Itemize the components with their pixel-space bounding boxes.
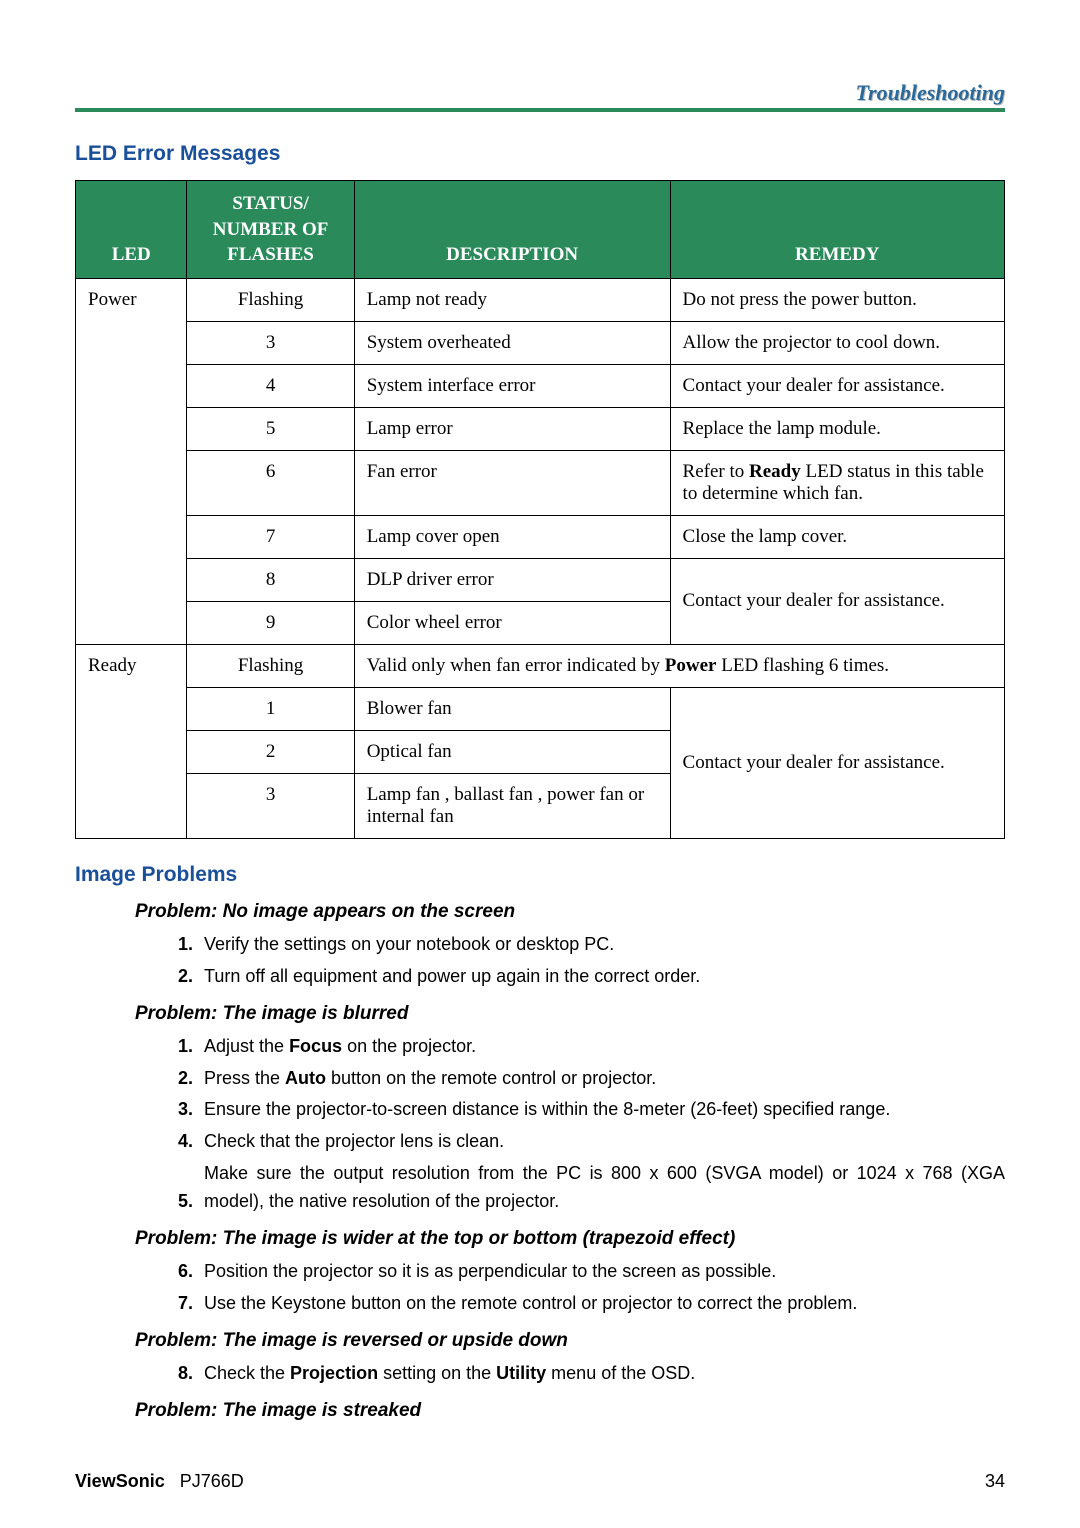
problem-heading: Problem: The image is reversed or upside… [135,1330,1005,1352]
header-title: Troubleshooting [855,80,1005,105]
cell-ready-label: Ready [76,644,187,838]
cell-power-label: Power [76,278,187,644]
cell-remedy: Do not press the power button. [670,278,1004,321]
header-bar: Troubleshooting [75,80,1005,112]
cell-desc: Color wheel error [354,601,670,644]
problem-heading: Problem: The image is blurred [135,1003,1005,1025]
list-item: Check that the projector lens is clean. [198,1128,1005,1156]
cell-remedy: Allow the projector to cool down. [670,321,1004,364]
steps-list: Check the Projection setting on the Util… [170,1360,1005,1388]
problem-heading: Problem: The image is wider at the top o… [135,1228,1005,1250]
footer-model: PJ766D [180,1471,244,1491]
cell-status: 1 [187,687,354,730]
cell-desc: Lamp cover open [354,515,670,558]
footer-brand: ViewSonic [75,1471,165,1491]
list-item: Use the Keystone button on the remote co… [198,1290,1005,1318]
steps-list: Position the projector so it is as perpe… [170,1258,1005,1318]
cell-status: 6 [187,450,354,515]
steps-list: Verify the settings on your notebook or … [170,931,1005,991]
problem-heading: Problem: The image is streaked [135,1400,1005,1422]
table-row: 7 Lamp cover open Close the lamp cover. [76,515,1005,558]
cell-remedy: Replace the lamp module. [670,407,1004,450]
th-led: LED [76,181,187,279]
list-item: Adjust the Focus on the projector. [198,1033,1005,1061]
th-status: STATUS/ NUMBER OF FLASHES [187,181,354,279]
list-item: Make sure the output resolution from the… [198,1160,1005,1216]
list-item: Ensure the projector-to-screen distance … [198,1096,1005,1124]
footer: ViewSonic PJ766D 34 [75,1471,1005,1492]
cell-remedy-merged: Contact your dealer for assistance. [670,558,1004,644]
cell-status: Flashing [187,278,354,321]
cell-remedy: Contact your dealer for assistance. [670,364,1004,407]
cell-status: 9 [187,601,354,644]
table-row: 6 Fan error Refer to Ready LED status in… [76,450,1005,515]
cell-desc: Lamp error [354,407,670,450]
cell-desc: Optical fan [354,730,670,773]
table-row: 5 Lamp error Replace the lamp module. [76,407,1005,450]
cell-desc: Fan error [354,450,670,515]
table-row: 4 System interface error Contact your de… [76,364,1005,407]
cell-desc: Lamp fan , ballast fan , power fan or in… [354,773,670,838]
list-item: Verify the settings on your notebook or … [198,931,1005,959]
list-item: Position the projector so it is as perpe… [198,1258,1005,1286]
cell-status: 3 [187,773,354,838]
cell-status: 5 [187,407,354,450]
th-description: DESCRIPTION [354,181,670,279]
table-row: 8 DLP driver error Contact your dealer f… [76,558,1005,601]
table-row: Power Flashing Lamp not ready Do not pre… [76,278,1005,321]
led-error-table: LED STATUS/ NUMBER OF FLASHES DESCRIPTIO… [75,180,1005,839]
th-remedy: REMEDY [670,181,1004,279]
table-row: Ready Flashing Valid only when fan error… [76,644,1005,687]
list-item: Check the Projection setting on the Util… [198,1360,1005,1388]
cell-remedy: Refer to Ready LED status in this table … [670,450,1004,515]
cell-desc: Blower fan [354,687,670,730]
cell-ready-flash-text: Valid only when fan error indicated by P… [354,644,1004,687]
cell-remedy-merged: Contact your dealer for assistance. [670,687,1004,838]
table-row: 1 Blower fan Contact your dealer for ass… [76,687,1005,730]
cell-status: 4 [187,364,354,407]
list-item: Turn off all equipment and power up agai… [198,963,1005,991]
steps-list: Adjust the Focus on the projector. Press… [170,1033,1005,1216]
cell-status: Flashing [187,644,354,687]
section-image-title: Image Problems [75,863,1005,887]
cell-status: 3 [187,321,354,364]
table-row: 3 System overheated Allow the projector … [76,321,1005,364]
problem-heading: Problem: No image appears on the screen [135,901,1005,923]
table-header-row: LED STATUS/ NUMBER OF FLASHES DESCRIPTIO… [76,181,1005,279]
section-led-title: LED Error Messages [75,142,1005,166]
footer-page-number: 34 [985,1471,1005,1492]
cell-desc: System interface error [354,364,670,407]
cell-desc: Lamp not ready [354,278,670,321]
cell-remedy: Close the lamp cover. [670,515,1004,558]
cell-status: 8 [187,558,354,601]
cell-status: 2 [187,730,354,773]
cell-status: 7 [187,515,354,558]
list-item: Press the Auto button on the remote cont… [198,1065,1005,1093]
cell-desc: DLP driver error [354,558,670,601]
cell-desc: System overheated [354,321,670,364]
